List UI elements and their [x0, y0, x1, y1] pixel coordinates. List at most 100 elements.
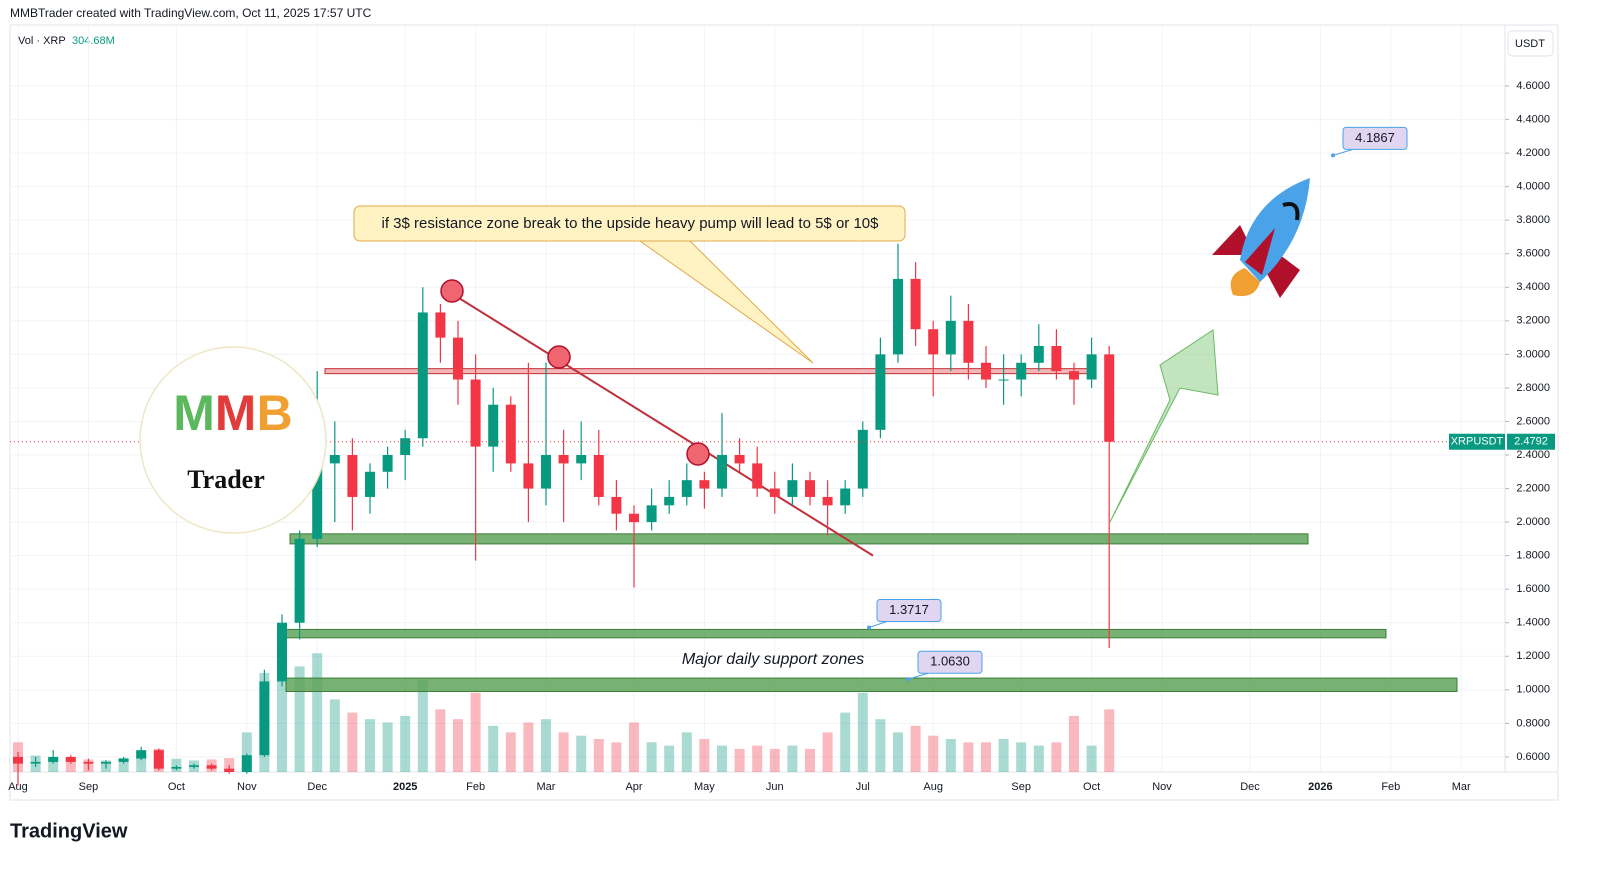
candle-body	[453, 337, 463, 380]
y-tick-label: 4.6000	[1516, 80, 1550, 92]
y-tick-label: 2.4000	[1516, 449, 1550, 461]
candle-body	[681, 480, 692, 497]
candle-body	[787, 480, 798, 497]
candle-body	[822, 496, 833, 506]
volume-bar	[1104, 709, 1115, 772]
volume-bar	[734, 748, 745, 772]
volume-bar	[347, 712, 358, 772]
x-tick-label: 2025	[393, 781, 417, 793]
y-tick-label: 3.2000	[1516, 315, 1550, 327]
currency-button[interactable]	[1507, 30, 1554, 57]
volume-label: Vol · XRP	[18, 35, 66, 47]
volume-bar	[910, 725, 921, 772]
volume-bar	[664, 745, 675, 772]
volume-bar	[646, 742, 657, 772]
candle-body	[910, 278, 921, 330]
x-tick-label: Feb	[466, 781, 485, 793]
candle-body	[505, 404, 516, 464]
currency[interactable]: USDT	[1515, 38, 1545, 50]
overlays: XRPUSDT 2.4792 4.1867 1.3717 1.0630 if 3$ res…	[10, 126, 1555, 682]
candle-body	[1104, 354, 1115, 442]
x-tick-label: Sep	[1011, 781, 1031, 793]
volume-bar	[365, 719, 375, 772]
y-tick-label: 4.4000	[1516, 113, 1550, 125]
callout-box	[353, 205, 906, 242]
candle-body	[945, 320, 956, 355]
y-tick-label: 3.0000	[1516, 348, 1550, 360]
price-label-point	[1331, 153, 1335, 158]
volume-bar	[505, 732, 516, 772]
y-tick-label: 4.0000	[1516, 181, 1550, 193]
volume-bar	[945, 739, 956, 772]
symbol-tag	[1449, 433, 1505, 450]
touch-point	[547, 345, 571, 369]
candle-body	[1069, 371, 1079, 380]
candle-body	[805, 480, 815, 497]
candle-body	[206, 765, 217, 769]
y-tick-label: 1.6000	[1516, 583, 1550, 595]
x-tick-label: Apr	[625, 781, 642, 793]
candle-body	[717, 455, 727, 489]
volume-bar	[136, 752, 147, 772]
caption: MMBTrader created with TradingView.com, …	[10, 6, 372, 20]
volume-bar	[1033, 745, 1044, 772]
candle-body	[488, 404, 499, 447]
y-tick-label: 2.0000	[1516, 516, 1550, 528]
x-tick-label: Sep	[79, 781, 99, 793]
volume-bar	[717, 745, 727, 772]
candle-body	[470, 379, 481, 447]
candle-body	[1033, 345, 1044, 363]
chart-frame	[9, 24, 1559, 801]
volume-bar	[470, 692, 481, 772]
support-zone	[289, 533, 1309, 545]
volume-bar	[453, 719, 463, 772]
price-label-pointer	[1332, 148, 1354, 156]
volume-bar	[417, 679, 428, 772]
candle-body	[769, 488, 780, 497]
x-tick-label: Dec	[1240, 781, 1260, 793]
volume-bar	[769, 748, 780, 772]
y-tick-label: 3.4000	[1516, 281, 1550, 293]
candle-body	[840, 488, 851, 506]
volume-bar	[65, 758, 76, 772]
candle-body	[312, 463, 323, 539]
candle-body	[857, 429, 868, 489]
volume-bar	[488, 725, 499, 772]
candle-body	[136, 750, 147, 759]
y-tick-label: 1.8000	[1516, 550, 1550, 562]
candle-body	[365, 471, 375, 497]
price-label-pointer	[907, 672, 929, 680]
candle-body	[417, 312, 428, 439]
candle-body	[347, 455, 358, 497]
volume-bar	[277, 656, 287, 772]
volume-bar	[400, 715, 411, 772]
candle-body	[101, 761, 111, 764]
volume-bar	[840, 712, 851, 772]
brand: TradingView	[10, 820, 128, 842]
candle-body	[118, 758, 129, 762]
candle-body	[435, 312, 446, 338]
callout-pointer	[638, 240, 814, 364]
x-tick-label: Jun	[766, 781, 784, 793]
volume-bar	[1051, 742, 1062, 772]
candle-body	[752, 463, 763, 489]
volume-bar	[875, 719, 886, 772]
volume-bar	[805, 748, 815, 772]
price-label: 4.1867	[1355, 130, 1395, 145]
candle-body	[382, 455, 393, 472]
symbol: XRPUSDT	[1451, 436, 1504, 448]
x-tick-label: May	[694, 781, 715, 793]
volume-bar	[752, 745, 763, 772]
price-label-box	[1342, 126, 1408, 150]
volume-bar	[681, 732, 692, 772]
volume-bar	[241, 732, 252, 772]
volume-bar	[998, 739, 1009, 772]
volume-bar	[294, 666, 305, 772]
volume-bar	[329, 699, 340, 772]
volume-bar	[48, 757, 59, 772]
candle-body	[576, 455, 587, 464]
candle-body	[48, 756, 59, 762]
candle-body	[928, 329, 939, 355]
volume-bar	[593, 739, 604, 772]
